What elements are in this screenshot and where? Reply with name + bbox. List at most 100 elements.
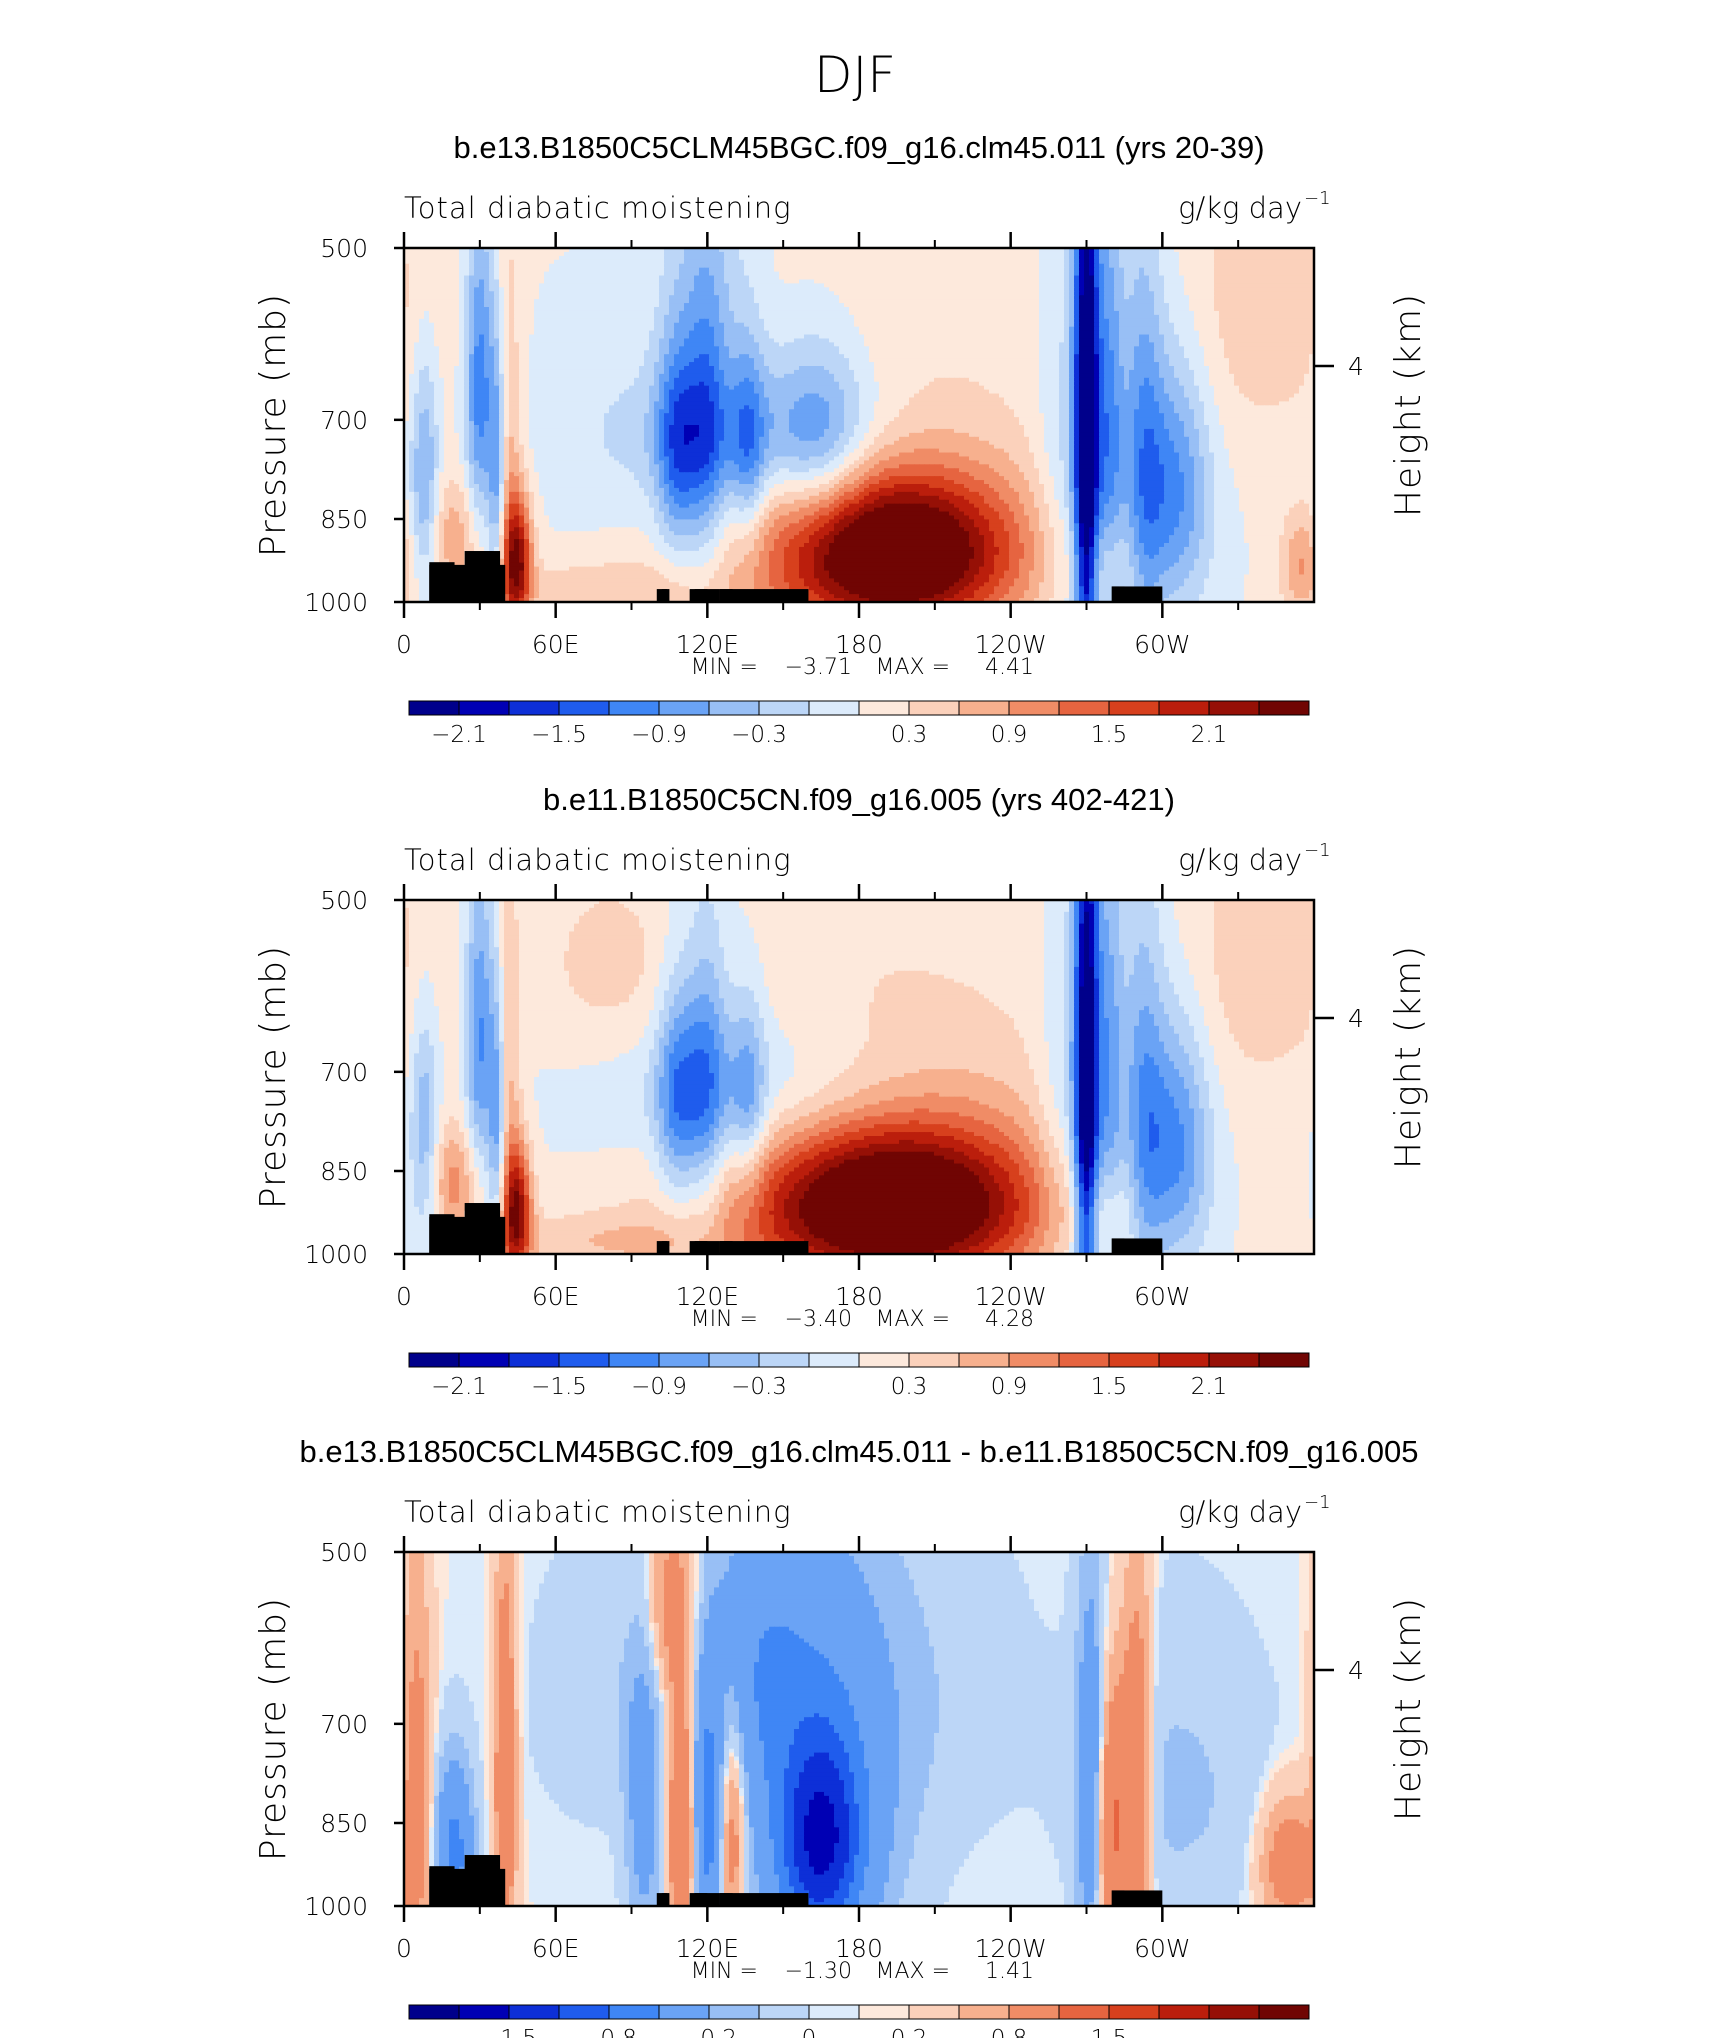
field-cell <box>429 275 435 281</box>
field-cell <box>1094 267 1100 273</box>
field-cell <box>599 287 605 292</box>
field-cell <box>1004 263 1010 269</box>
field-cell <box>859 295 865 300</box>
field-cell <box>514 310 520 316</box>
field-cell <box>1209 350 1215 355</box>
field-cell <box>594 263 600 269</box>
field-cell <box>909 279 915 284</box>
field-cell <box>539 283 545 288</box>
field-cell <box>779 295 785 300</box>
field-cell <box>1089 350 1095 355</box>
field-cell <box>979 295 985 300</box>
field-cell <box>519 291 525 296</box>
field-cell <box>864 318 870 324</box>
field-cell <box>894 267 900 273</box>
field-cell <box>584 291 590 296</box>
field-cell <box>929 346 935 351</box>
field-cell <box>1154 291 1160 296</box>
field-cell <box>984 322 990 328</box>
field-cell <box>659 310 665 316</box>
field-cell <box>1284 279 1290 284</box>
field-cell <box>964 314 970 320</box>
field-cell <box>424 267 430 273</box>
field-cell <box>584 326 590 332</box>
field-cell <box>1044 334 1050 340</box>
field-cell <box>839 310 845 316</box>
field-cell <box>764 283 770 288</box>
field-cell <box>614 342 620 347</box>
field-cell <box>1099 263 1105 269</box>
field-cell <box>1229 283 1235 288</box>
field-cell <box>714 326 720 332</box>
field-cell <box>1104 350 1110 355</box>
field-cell <box>1169 342 1175 347</box>
field-cell <box>794 291 800 296</box>
field-cell <box>669 263 675 269</box>
field-cell <box>659 267 665 273</box>
field-cell <box>784 314 790 320</box>
field-cell <box>939 287 945 292</box>
field-cell <box>1199 318 1205 324</box>
field-cell <box>874 291 880 296</box>
field-cell <box>734 322 740 328</box>
field-cell <box>554 330 560 336</box>
field-cell <box>1149 299 1155 304</box>
field-cell <box>734 263 740 269</box>
field-cell <box>994 307 1000 312</box>
field-cell <box>539 334 545 340</box>
field-cell <box>764 310 770 316</box>
field-cell <box>404 318 410 324</box>
field-cell <box>539 350 545 355</box>
field-cell <box>724 303 730 308</box>
field-cell <box>1059 275 1065 281</box>
field-cell <box>879 307 885 312</box>
field-cell <box>529 267 535 273</box>
field-cell <box>644 303 650 308</box>
field-cell <box>984 279 990 284</box>
field-cell <box>1044 255 1050 261</box>
field-cell <box>469 338 475 343</box>
field-cell <box>474 279 480 284</box>
field-cell <box>519 271 525 277</box>
field-cell <box>839 314 845 320</box>
field-cell <box>1169 326 1175 332</box>
field-cell <box>1054 322 1060 328</box>
field-cell <box>594 267 600 273</box>
field-cell <box>594 248 600 253</box>
field-cell <box>684 303 690 308</box>
field-cell <box>789 330 795 336</box>
field-cell <box>979 248 985 253</box>
field-cell <box>884 346 890 351</box>
field-cell <box>1269 267 1275 273</box>
field-cell <box>439 248 445 253</box>
field-cell <box>779 318 785 324</box>
field-cell <box>589 259 595 265</box>
field-cell <box>609 307 615 312</box>
field-cell <box>654 342 660 347</box>
field-cell <box>479 267 485 273</box>
field-cell <box>709 295 715 300</box>
field-cell <box>404 346 410 351</box>
field-cell <box>719 354 725 359</box>
field-cell <box>1089 291 1095 296</box>
field-cell <box>994 322 1000 328</box>
field-cell <box>414 346 420 351</box>
field-cell <box>959 303 965 308</box>
field-cell <box>699 287 705 292</box>
field-cell <box>1094 283 1100 288</box>
field-cell <box>574 299 580 304</box>
field-cell <box>414 248 420 253</box>
field-cell <box>1079 307 1085 312</box>
field-cell <box>949 342 955 347</box>
field-cell <box>1029 251 1035 257</box>
field-cell <box>539 271 545 277</box>
field-cell <box>649 267 655 273</box>
field-cell <box>1184 330 1190 336</box>
field-cell <box>1024 291 1030 296</box>
field-cell <box>444 354 450 359</box>
field-cell <box>659 275 665 281</box>
field-cell <box>429 307 435 312</box>
field-cell <box>884 350 890 355</box>
field-cell <box>654 318 660 324</box>
field-cell <box>744 330 750 336</box>
